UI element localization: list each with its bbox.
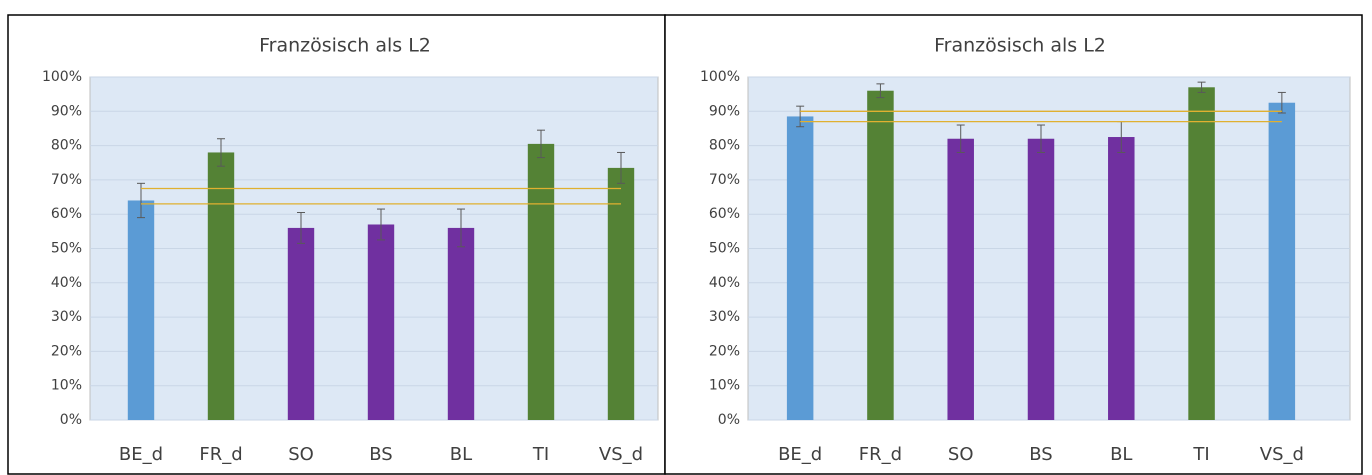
y-tick-label: 60%: [709, 206, 740, 222]
bar: [287, 227, 315, 420]
x-tick-label: BS: [369, 444, 392, 465]
x-tick-label: BE_d: [778, 444, 822, 465]
y-tick-label: 0%: [718, 412, 740, 428]
x-tick-label: FR_d: [859, 444, 902, 465]
y-tick-label: 40%: [709, 275, 740, 291]
y-tick-label: 30%: [709, 309, 740, 325]
bar: [527, 143, 555, 420]
x-tick-label: SO: [948, 444, 974, 465]
bar: [127, 200, 155, 420]
x-tick-label: TI: [1192, 444, 1209, 465]
y-tick-label: 20%: [51, 343, 82, 359]
x-tick-label: FR_d: [199, 444, 242, 465]
bar: [867, 90, 894, 420]
y-tick-label: 30%: [51, 309, 82, 325]
y-tick-label: 70%: [709, 172, 740, 188]
y-tick-label: 70%: [51, 172, 82, 188]
y-tick-label: 90%: [51, 103, 82, 119]
bar: [367, 224, 395, 420]
y-tick-label: 80%: [51, 138, 82, 154]
bar: [1188, 87, 1215, 420]
y-tick-label: 50%: [709, 241, 740, 257]
bar: [786, 116, 814, 420]
y-tick-label: 0%: [60, 412, 82, 428]
bar: [447, 227, 475, 420]
bar: [947, 138, 974, 421]
x-tick-label: TI: [532, 444, 549, 465]
chart-title: Französisch als L2: [259, 35, 431, 57]
y-tick-label: 80%: [709, 138, 740, 154]
x-tick-label: BL: [1110, 444, 1132, 465]
y-tick-label: 100%: [42, 69, 82, 85]
x-tick-label: BL: [450, 444, 472, 465]
chart-title: Französisch als L2: [934, 35, 1106, 57]
y-tick-label: 40%: [51, 275, 82, 291]
y-tick-label: 90%: [709, 103, 740, 119]
bar: [1108, 137, 1135, 420]
y-tick-label: 100%: [700, 69, 740, 85]
y-tick-label: 20%: [709, 343, 740, 359]
y-tick-label: 50%: [51, 241, 82, 257]
bar: [207, 152, 235, 420]
bar: [607, 167, 635, 420]
x-tick-label: BE_d: [119, 444, 163, 465]
y-tick-label: 10%: [709, 378, 740, 394]
bar: [1027, 138, 1055, 421]
x-tick-label: VS_d: [599, 444, 643, 465]
x-tick-label: VS_d: [1260, 444, 1304, 465]
x-tick-label: SO: [288, 444, 314, 465]
y-tick-label: 10%: [51, 378, 82, 394]
bar: [1268, 102, 1296, 420]
y-tick-label: 60%: [51, 206, 82, 222]
x-tick-label: BS: [1029, 444, 1052, 465]
